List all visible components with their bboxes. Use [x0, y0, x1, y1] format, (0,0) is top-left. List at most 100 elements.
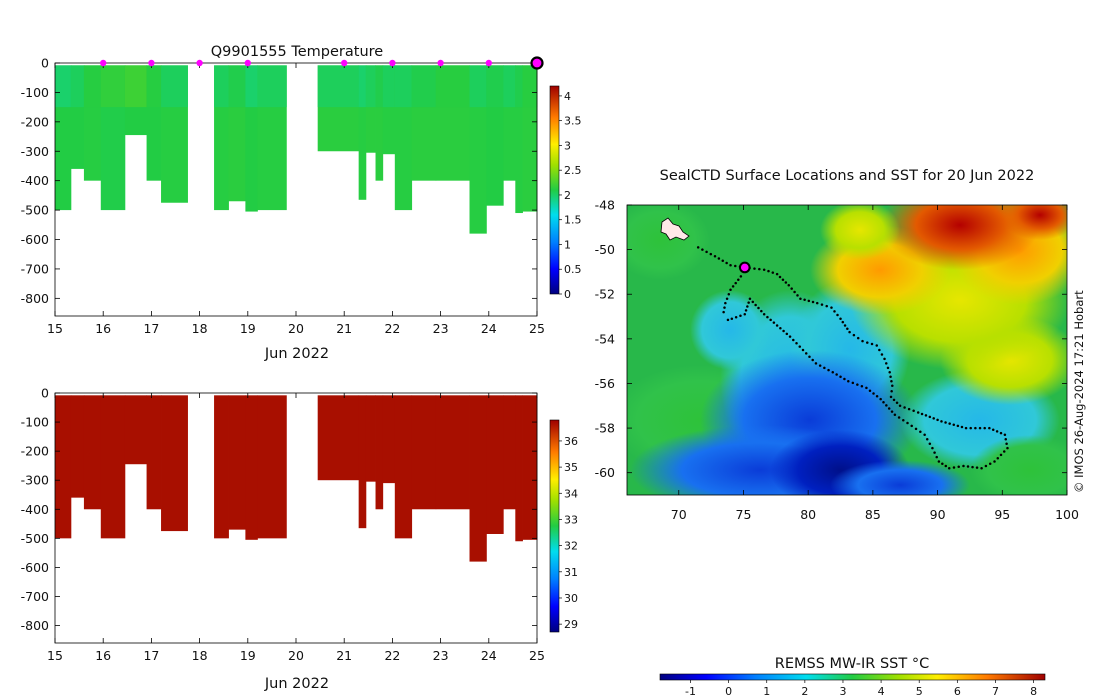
x-tick-label: 17 [143, 321, 159, 336]
track-point [836, 313, 839, 317]
track-point [803, 298, 806, 302]
sst-field [627, 205, 1067, 495]
profile-cell [214, 395, 229, 539]
profile-cell [411, 395, 437, 510]
track-point [991, 428, 995, 431]
track-point [827, 368, 830, 372]
map-colorbar-ticks: -1 0 1 2 3 4 5 6 7 8 [685, 680, 1037, 698]
profile-cell [382, 395, 396, 484]
track-point [912, 409, 915, 413]
track-point [883, 357, 886, 361]
y-tick-label: -700 [21, 261, 49, 276]
x-tick-label: 17 [143, 648, 159, 663]
track-point [799, 297, 802, 300]
track-point [860, 385, 864, 388]
track-point [815, 301, 819, 305]
x-tick-label: 19 [240, 321, 256, 336]
track-point [996, 456, 1000, 460]
x-tick-label: 24 [481, 321, 497, 336]
track-point [801, 348, 805, 352]
track-point [751, 300, 755, 304]
profile-surface-cell [70, 65, 85, 108]
track-point [717, 257, 721, 260]
x-tick-label: 21 [336, 321, 352, 336]
temperature-colorbar-ticks: 0 0.5 1 1.5 2 2.5 3 3.5 4 [559, 90, 582, 301]
track-point [932, 417, 935, 420]
colorbar-tick-label: 0 [564, 288, 571, 301]
track-point [734, 281, 737, 285]
track-point [775, 324, 779, 327]
track-point [762, 313, 766, 316]
credit-text: © IMOS 26-Aug-2024 17:21 Hobart [1072, 290, 1086, 493]
profile-cell [503, 395, 516, 510]
x-tick-label: 25 [529, 648, 545, 663]
x-tick-label: 15 [47, 321, 63, 336]
current-sample-marker [530, 56, 544, 70]
track-point [887, 407, 891, 410]
profile-surface-cell [469, 65, 487, 108]
track-point [975, 466, 979, 469]
map-colorbar-tick-label: 1 [763, 685, 770, 698]
y-tick-label: -500 [21, 203, 49, 218]
sample-marker [244, 59, 251, 67]
x-tick-label: 20 [288, 648, 304, 663]
track-point [744, 309, 748, 312]
temperature-xlabel: Jun 2022 [264, 346, 329, 362]
track-point [937, 460, 941, 463]
track-point [952, 466, 956, 469]
profile-cell [469, 395, 487, 562]
track-point [988, 426, 991, 430]
track-point [835, 373, 838, 376]
x-tick-label: 23 [433, 648, 449, 663]
profile-surface-cell [146, 65, 162, 108]
y-tick-label: -600 [21, 232, 49, 247]
track-point [956, 424, 960, 428]
track-point [792, 338, 795, 342]
colorbar-tick-label: 2 [564, 189, 571, 202]
colorbar-tick-label: 34 [564, 487, 578, 500]
y-tick-label: 0 [41, 56, 49, 71]
track-point [988, 462, 992, 466]
track-point [843, 324, 847, 327]
track-point [798, 345, 802, 348]
profile-surface-cell [228, 65, 246, 108]
profile-surface-cell [515, 65, 523, 108]
temperature-y-ticks: 0 -100 -200 -300 -400 -500 -600 -700 -800 [21, 56, 537, 306]
lat-tick-label: -56 [595, 376, 615, 391]
track-point [721, 259, 725, 263]
track-point [753, 267, 756, 270]
profile-cell [317, 395, 360, 481]
track-point [814, 362, 818, 365]
track-point [941, 462, 944, 466]
y-tick-label: -200 [21, 114, 49, 129]
profile-cell [257, 395, 287, 539]
profile-surface-cell [124, 65, 147, 108]
track-point [847, 379, 850, 383]
track-point [831, 371, 835, 374]
sample-markers [100, 56, 544, 70]
map-axes-box [626, 204, 1068, 496]
x-tick-label: 15 [47, 648, 63, 663]
colorbar-tick-label: 35 [564, 461, 578, 474]
track-point [782, 329, 785, 333]
profile-cell [515, 65, 523, 214]
salinity-cells [55, 395, 538, 562]
profile-cell [394, 395, 413, 539]
track-point [807, 299, 811, 303]
colorbar-tick-label: 4 [564, 90, 571, 103]
track-point [839, 375, 842, 379]
salinity-xlabel: Jun 2022 [264, 676, 329, 692]
x-tick-label: 22 [384, 648, 400, 663]
colorbar-tick-label: 32 [564, 540, 578, 553]
y-tick-label: -800 [21, 618, 49, 633]
profile-surface-cell [411, 65, 437, 108]
track-point [925, 437, 929, 441]
lat-tick-label: -60 [595, 465, 615, 480]
track-point [920, 412, 924, 416]
x-tick-label: 16 [95, 321, 111, 336]
temperature-colorbar [549, 85, 560, 295]
track-point [964, 426, 968, 430]
track-point [856, 383, 859, 386]
track-point [999, 431, 1003, 435]
track-point [1003, 433, 1007, 437]
